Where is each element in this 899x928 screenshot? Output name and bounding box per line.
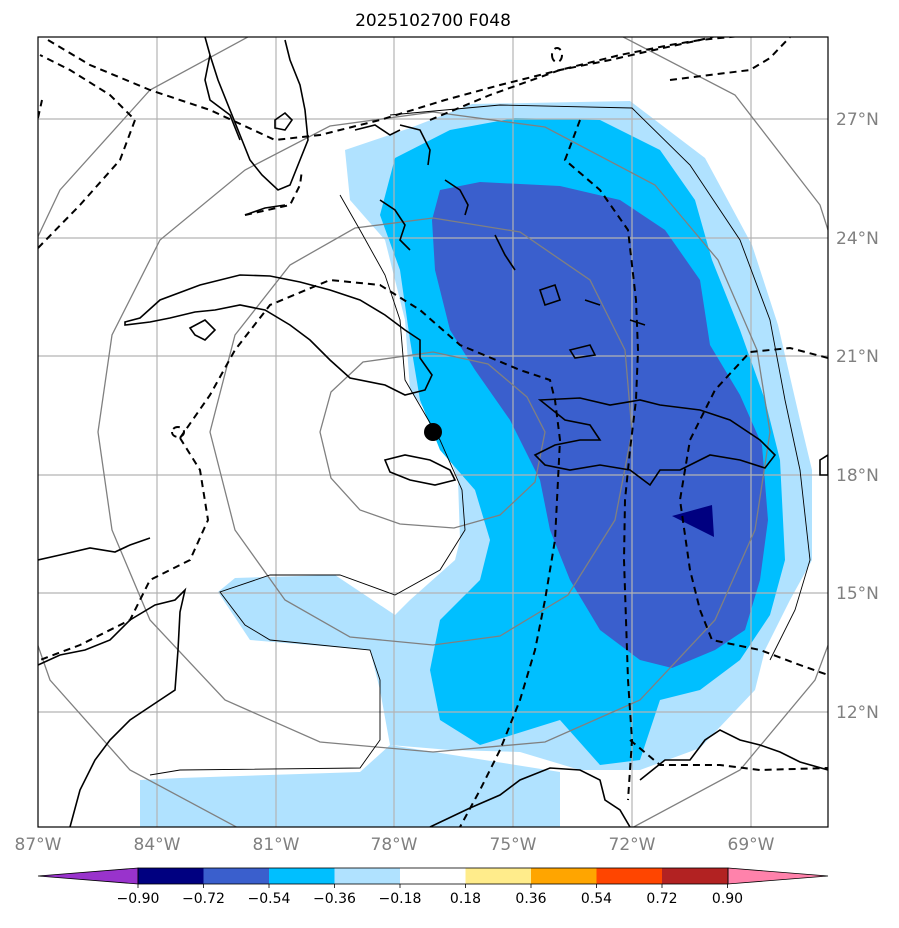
storm-center-marker: [424, 423, 442, 441]
level-4-region: [672, 505, 714, 537]
dashed-contour-southwest: [39, 437, 210, 661]
dashed-contour-north-loop: [551, 47, 564, 63]
coast-bahamas-8: [399, 124, 431, 166]
colorbar-segment: [400, 868, 466, 884]
coast-lake: [274, 111, 294, 131]
coast-south-america: [429, 767, 631, 827]
dashed-contour-west: [38, 54, 137, 249]
range-rings: [38, 37, 828, 827]
lon-label: 87°W: [15, 835, 62, 855]
range-ring-3: [97, 111, 771, 753]
lat-label: 27°N: [836, 110, 879, 130]
coast-hispaniola: [533, 397, 777, 487]
lon-label: 75°W: [490, 835, 537, 855]
colorbar-tick-label: −0.18: [379, 891, 422, 907]
coast-puerto-rico: [819, 454, 828, 476]
dashed-contour-upper-gulf: [244, 169, 303, 216]
coast-isle-of-youth: [188, 319, 217, 341]
colorbar-tick-label: 0.36: [515, 891, 546, 907]
lon-label: 81°W: [253, 835, 300, 855]
thin-contour-west: [149, 194, 466, 776]
dashed-contour-northeast: [429, 37, 741, 121]
lon-label: 84°W: [134, 835, 181, 855]
coast-bahamas-5: [568, 344, 597, 359]
dashed-contour-south: [629, 739, 828, 772]
colorbar: −0.90 −0.72 −0.54 −0.36 −0.18 0.18 0.36 0.54 0.7…: [37, 867, 829, 907]
colorbar-segment: [203, 868, 270, 884]
latitude-labels: 27°N 24°N 21°N 18°N 15°N 12°N: [836, 110, 879, 723]
colorbar-tick-label: −0.72: [182, 891, 225, 907]
colorbar-frame-right: [727, 867, 829, 885]
coast-venezuela: [639, 729, 828, 781]
map-panel: [38, 37, 828, 827]
dashed-contour-ne-edge: [669, 37, 791, 81]
colorbar-extend-high: [727, 868, 828, 884]
dashed-contour-loop: [179, 278, 562, 827]
thin-contours: [149, 104, 811, 776]
lat-label: 24°N: [836, 229, 879, 249]
dashed-contour-north: [47, 37, 717, 142]
dashed-contour-central: [563, 119, 640, 801]
colorbar-tick-label: 0.18: [450, 891, 481, 907]
colorbar-tick-label: −0.54: [248, 891, 291, 907]
map-frame: [37, 36, 829, 828]
colorbar-segment: [138, 868, 204, 884]
coastlines: [38, 37, 828, 827]
colorbar-segment: [334, 868, 401, 884]
colorbar-segment: [531, 868, 597, 884]
colorbar-tick-label: 0.54: [581, 891, 612, 907]
colorbar-segment: [596, 868, 663, 884]
colorbar-segment: [465, 868, 532, 884]
coast-bahamas-1: [444, 179, 469, 216]
colorbar-tick-label: −0.36: [313, 891, 356, 907]
lon-label: 78°W: [371, 835, 418, 855]
longitude-labels: 87°W 84°W 81°W 78°W 75°W 72°W 69°W: [15, 835, 775, 855]
range-ring-1: [319, 351, 546, 529]
colorbar-extend-low: [38, 868, 138, 884]
coast-central-america: [38, 587, 187, 827]
range-ring-2: [209, 217, 633, 646]
coast-jamaica: [383, 454, 457, 486]
coast-grand-bahama: [354, 124, 401, 136]
coast-florida-keys: [244, 204, 286, 216]
coast-cuba: [124, 274, 433, 396]
colorbar-ticks: −0.90 −0.72 −0.54 −0.36 −0.18 0.18 0.36 0.54 0.7…: [117, 884, 743, 907]
colorbar-tick-label: 0.72: [646, 891, 677, 907]
lat-label: 21°N: [836, 347, 879, 367]
lat-label: 18°N: [836, 466, 879, 486]
coast-yucatan: [38, 537, 151, 561]
dashed-contour-far-west: [38, 99, 43, 119]
dashed-contour-small-loop: [171, 426, 186, 438]
lon-label: 69°W: [728, 835, 775, 855]
dashed-contours: [38, 37, 828, 827]
thin-contour-outer: [389, 104, 811, 661]
range-ring-4: [38, 37, 828, 827]
dashed-contour-east: [678, 346, 828, 676]
coast-bahamas-7: [629, 319, 646, 326]
map-title: 2025102700 F048: [355, 11, 511, 31]
coast-bahamas-2: [379, 199, 411, 251]
coast-bahamas-4: [538, 283, 562, 307]
colorbar-segment: [662, 868, 728, 884]
lat-label: 15°N: [836, 584, 879, 604]
coast-bahamas-3: [494, 234, 516, 271]
coast-florida-west: [204, 54, 241, 141]
lon-label: 72°W: [609, 835, 656, 855]
coast-bahamas-6: [584, 299, 601, 306]
level-3-region: [432, 182, 768, 668]
coast-florida: [204, 37, 309, 191]
colorbar-tick-label: 0.90: [712, 891, 743, 907]
lat-label: 12°N: [836, 703, 879, 723]
colorbar-segments: [38, 868, 828, 884]
colorbar-tick-label: −0.90: [117, 891, 160, 907]
colorbar-segment: [269, 868, 335, 884]
